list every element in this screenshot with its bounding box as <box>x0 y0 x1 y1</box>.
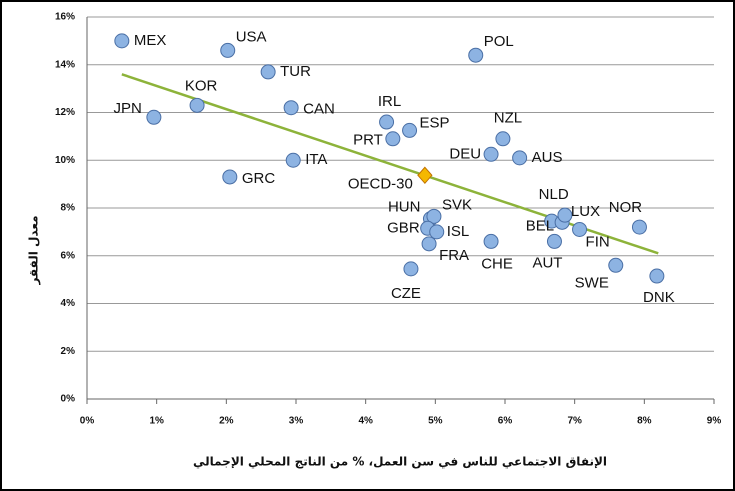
point <box>385 131 401 147</box>
x-tick-label: 7% <box>567 416 582 427</box>
x-tick-label: 4% <box>358 416 373 427</box>
point <box>114 33 130 49</box>
point-label: FIN <box>586 233 610 250</box>
highlight-label: OECD-30 <box>348 175 413 192</box>
highlight-point <box>417 166 433 185</box>
point <box>429 224 445 240</box>
point-label: USA <box>236 28 267 45</box>
x-axis-label: الإنفاق الاجتماعي للناس في سن العمل، % م… <box>193 455 607 469</box>
point-label: AUS <box>532 149 563 166</box>
point <box>421 236 437 252</box>
point <box>403 261 419 277</box>
point-label: SWE <box>575 274 609 291</box>
point-label: ESP <box>420 114 450 131</box>
x-tick-label: 3% <box>289 416 304 427</box>
y-tick-label: 6% <box>61 250 76 261</box>
point <box>146 109 162 125</box>
x-tick-label: 1% <box>149 416 164 427</box>
y-tick-label: 16% <box>55 12 75 23</box>
y-tick-label: 8% <box>61 203 76 214</box>
point-label: IRL <box>378 93 401 110</box>
y-tick-label: 4% <box>61 298 76 309</box>
point-label: GBR <box>387 219 420 236</box>
point-label: KOR <box>185 77 218 94</box>
point <box>222 169 238 185</box>
point <box>426 208 442 224</box>
point-label: MEX <box>134 32 167 49</box>
point <box>468 47 484 63</box>
point <box>379 114 395 130</box>
point-label: BEL <box>526 217 554 234</box>
point-label: AUT <box>532 254 562 271</box>
point-label: CZE <box>391 285 421 302</box>
point <box>608 257 624 273</box>
point-label: CHE <box>481 255 513 272</box>
point <box>495 131 511 147</box>
y-tick-label: 2% <box>61 346 76 357</box>
point-label: NLD <box>539 186 569 203</box>
x-tick-label: 2% <box>219 416 234 427</box>
y-tick-label: 12% <box>55 107 75 118</box>
point-label: FRA <box>439 247 469 264</box>
point <box>285 152 301 168</box>
point-label: NZL <box>494 110 522 127</box>
y-tick-label: 0% <box>61 394 76 405</box>
point <box>483 233 499 249</box>
point-label: CAN <box>303 101 335 118</box>
point <box>189 97 205 113</box>
y-axis-label: معدل الفقر <box>27 215 41 285</box>
point-label: HUN <box>388 199 421 216</box>
x-tick-label: 9% <box>707 416 722 427</box>
y-tick-label: 10% <box>55 155 75 166</box>
point-label: LUX <box>571 203 600 220</box>
point-label: NOR <box>609 199 643 216</box>
point <box>220 42 236 58</box>
x-tick-label: 0% <box>80 416 95 427</box>
point <box>512 150 528 166</box>
point-label: JPN <box>114 100 142 117</box>
point-label: GRC <box>242 170 275 187</box>
point <box>483 146 499 162</box>
x-tick-label: 5% <box>428 416 443 427</box>
point-label: POL <box>484 33 514 50</box>
point <box>649 268 665 284</box>
point-label: ISL <box>447 223 470 240</box>
point <box>546 233 562 249</box>
point-label: TUR <box>280 63 311 80</box>
x-tick-label: 8% <box>637 416 652 427</box>
x-tick-label: 6% <box>498 416 513 427</box>
point-label: PRT <box>353 132 383 149</box>
point <box>260 64 276 80</box>
point <box>402 122 418 138</box>
point <box>631 219 647 235</box>
point <box>283 100 299 116</box>
y-tick-label: 14% <box>55 59 75 70</box>
point-label: ITA <box>305 151 327 168</box>
point <box>572 221 588 237</box>
point-label: DNK <box>643 289 675 306</box>
point-label: DEU <box>449 145 481 162</box>
point <box>557 207 573 223</box>
point-label: SVK <box>442 196 472 213</box>
